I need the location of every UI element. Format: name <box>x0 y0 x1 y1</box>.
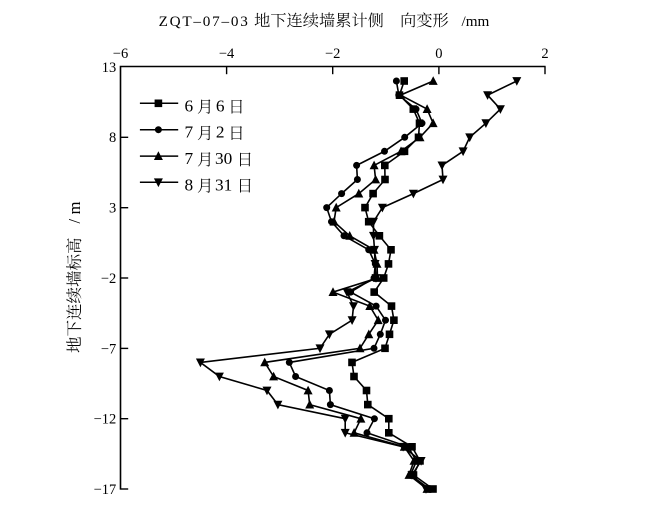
svg-text:8: 8 <box>109 130 116 146</box>
svg-text:30: 30 <box>215 149 232 168</box>
svg-text:/m: /m <box>65 201 84 223</box>
svg-text:−4: −4 <box>219 46 235 62</box>
svg-text:−17: −17 <box>94 482 117 498</box>
svg-text:8: 8 <box>184 175 193 194</box>
svg-text:ZQT–07–03: ZQT–07–03 <box>159 13 248 30</box>
svg-text:6: 6 <box>184 96 193 115</box>
svg-text:31: 31 <box>215 175 232 194</box>
svg-text:6: 6 <box>216 96 225 115</box>
svg-text:7: 7 <box>184 149 193 168</box>
svg-text:2: 2 <box>216 123 225 142</box>
svg-text:−12: −12 <box>94 412 117 428</box>
svg-text:0: 0 <box>435 46 442 62</box>
svg-text:13: 13 <box>102 60 117 76</box>
svg-text:3: 3 <box>109 201 116 217</box>
svg-text:−2: −2 <box>101 271 116 287</box>
svg-text:−7: −7 <box>101 341 116 357</box>
svg-text:7: 7 <box>184 123 193 142</box>
svg-text:/mm: /mm <box>462 13 490 30</box>
svg-text:−6: −6 <box>113 46 128 62</box>
svg-text:−2: −2 <box>325 46 340 62</box>
svg-text:2: 2 <box>541 46 548 62</box>
